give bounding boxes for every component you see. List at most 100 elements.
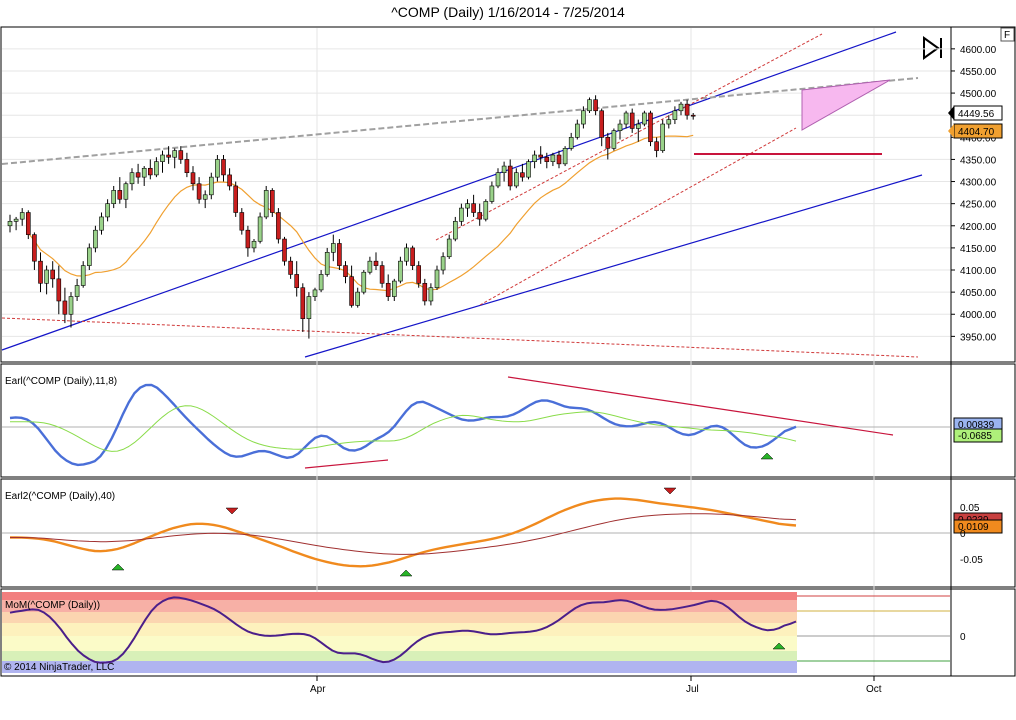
resistance-line — [1, 77, 919, 165]
candle — [440, 252, 446, 275]
candle — [93, 225, 98, 253]
earl2-slow-line — [10, 513, 797, 555]
earl2-fast-line — [10, 497, 797, 568]
candle — [422, 278, 428, 306]
price-tick-label: 4400.00 — [960, 133, 997, 144]
candle — [135, 163, 141, 184]
candle — [385, 274, 391, 301]
candle — [178, 146, 184, 164]
channel-lower-line — [304, 174, 923, 358]
candle — [38, 252, 43, 293]
price-tick-label: 4350.00 — [960, 155, 997, 166]
price-tick-label: 4300.00 — [960, 178, 997, 189]
sma-badge: 4404.70 — [948, 123, 1003, 139]
candle — [68, 292, 74, 328]
candle — [666, 115, 672, 129]
x-label-oct: Oct — [866, 684, 882, 695]
candle — [684, 99, 690, 120]
candle — [62, 287, 68, 324]
earl2-fast-badge: 0.0109 — [953, 519, 1003, 534]
candle — [642, 110, 647, 127]
candle — [574, 119, 580, 140]
earl2-up-arrow — [399, 569, 413, 577]
play-to-end-icon[interactable] — [923, 36, 942, 60]
chart-title: ^COMP (Daily) 1/16/2014 - 7/25/2014 — [391, 4, 625, 20]
candle — [526, 159, 531, 180]
price-tick-label: 4050.00 — [960, 288, 997, 299]
candle — [416, 261, 422, 288]
price-tick-label: 4200.00 — [960, 222, 997, 233]
candle — [245, 225, 251, 257]
candle — [489, 181, 495, 204]
candle — [19, 208, 25, 226]
f-button[interactable] — [1000, 27, 1015, 42]
candle — [74, 278, 80, 301]
pink-triangle — [801, 79, 891, 131]
candle — [306, 292, 312, 339]
candle — [550, 152, 556, 167]
candle — [562, 146, 568, 167]
candle — [556, 150, 562, 169]
candle — [221, 155, 226, 182]
price-tick-label: 4550.00 — [960, 67, 997, 78]
candle — [452, 216, 458, 242]
candle — [13, 216, 19, 231]
candle — [544, 152, 550, 169]
earl-divergence-line — [304, 459, 389, 469]
earl2-label: Earl2(^COMP (Daily),40) — [5, 491, 115, 502]
mom-band — [2, 636, 797, 651]
candle — [367, 256, 373, 275]
candle — [56, 265, 62, 315]
candle — [629, 108, 635, 133]
candle — [593, 95, 598, 116]
candle — [373, 252, 379, 271]
last-price-badge: 4449.56 — [948, 105, 1003, 121]
candle — [129, 168, 135, 191]
red-channel-upper — [435, 33, 823, 241]
sma-value: 4404.70 — [958, 127, 995, 138]
mom-label: MoM(^COMP (Daily)) — [5, 600, 100, 611]
earl2-up-arrow — [111, 563, 125, 571]
candle — [379, 261, 385, 288]
candle — [501, 161, 507, 182]
candle — [190, 166, 196, 191]
candle — [623, 110, 629, 129]
x-label-jul: Jul — [686, 684, 699, 695]
earl2-tick-0: 0 — [960, 529, 966, 540]
candle — [269, 188, 275, 217]
candle — [361, 270, 367, 295]
candle — [404, 243, 409, 266]
candle — [483, 199, 489, 222]
candle — [398, 256, 403, 284]
mom-band — [2, 623, 797, 636]
candle — [196, 177, 202, 204]
candle — [99, 212, 104, 235]
candle — [154, 157, 159, 178]
price-tick-label: 4000.00 — [960, 310, 997, 321]
candle — [446, 234, 452, 259]
candle — [172, 148, 177, 169]
mom-band — [2, 661, 797, 673]
earl-signal-line — [10, 405, 797, 452]
candle — [654, 137, 659, 158]
candle — [111, 185, 116, 209]
f-button-label[interactable]: F — [1004, 30, 1010, 41]
red-channel-lower — [479, 127, 797, 306]
earl-trendline — [507, 376, 894, 436]
price-tick-label: 4500.00 — [960, 89, 997, 100]
earl-signal-value: -0.0685 — [958, 431, 992, 442]
mom-up-arrow — [772, 642, 786, 650]
candle — [635, 119, 641, 142]
mom-line — [9, 596, 797, 664]
candle — [44, 265, 49, 295]
mom-band — [2, 600, 797, 612]
candle — [495, 168, 501, 189]
earl2-fast-value: 0.0109 — [958, 522, 989, 533]
candle — [32, 232, 37, 271]
candle — [428, 283, 434, 306]
price-candles — [7, 95, 696, 339]
candle — [477, 203, 483, 226]
earl2-tick-m005: -0.05 — [960, 555, 983, 566]
earl2-layer — [2, 487, 950, 577]
